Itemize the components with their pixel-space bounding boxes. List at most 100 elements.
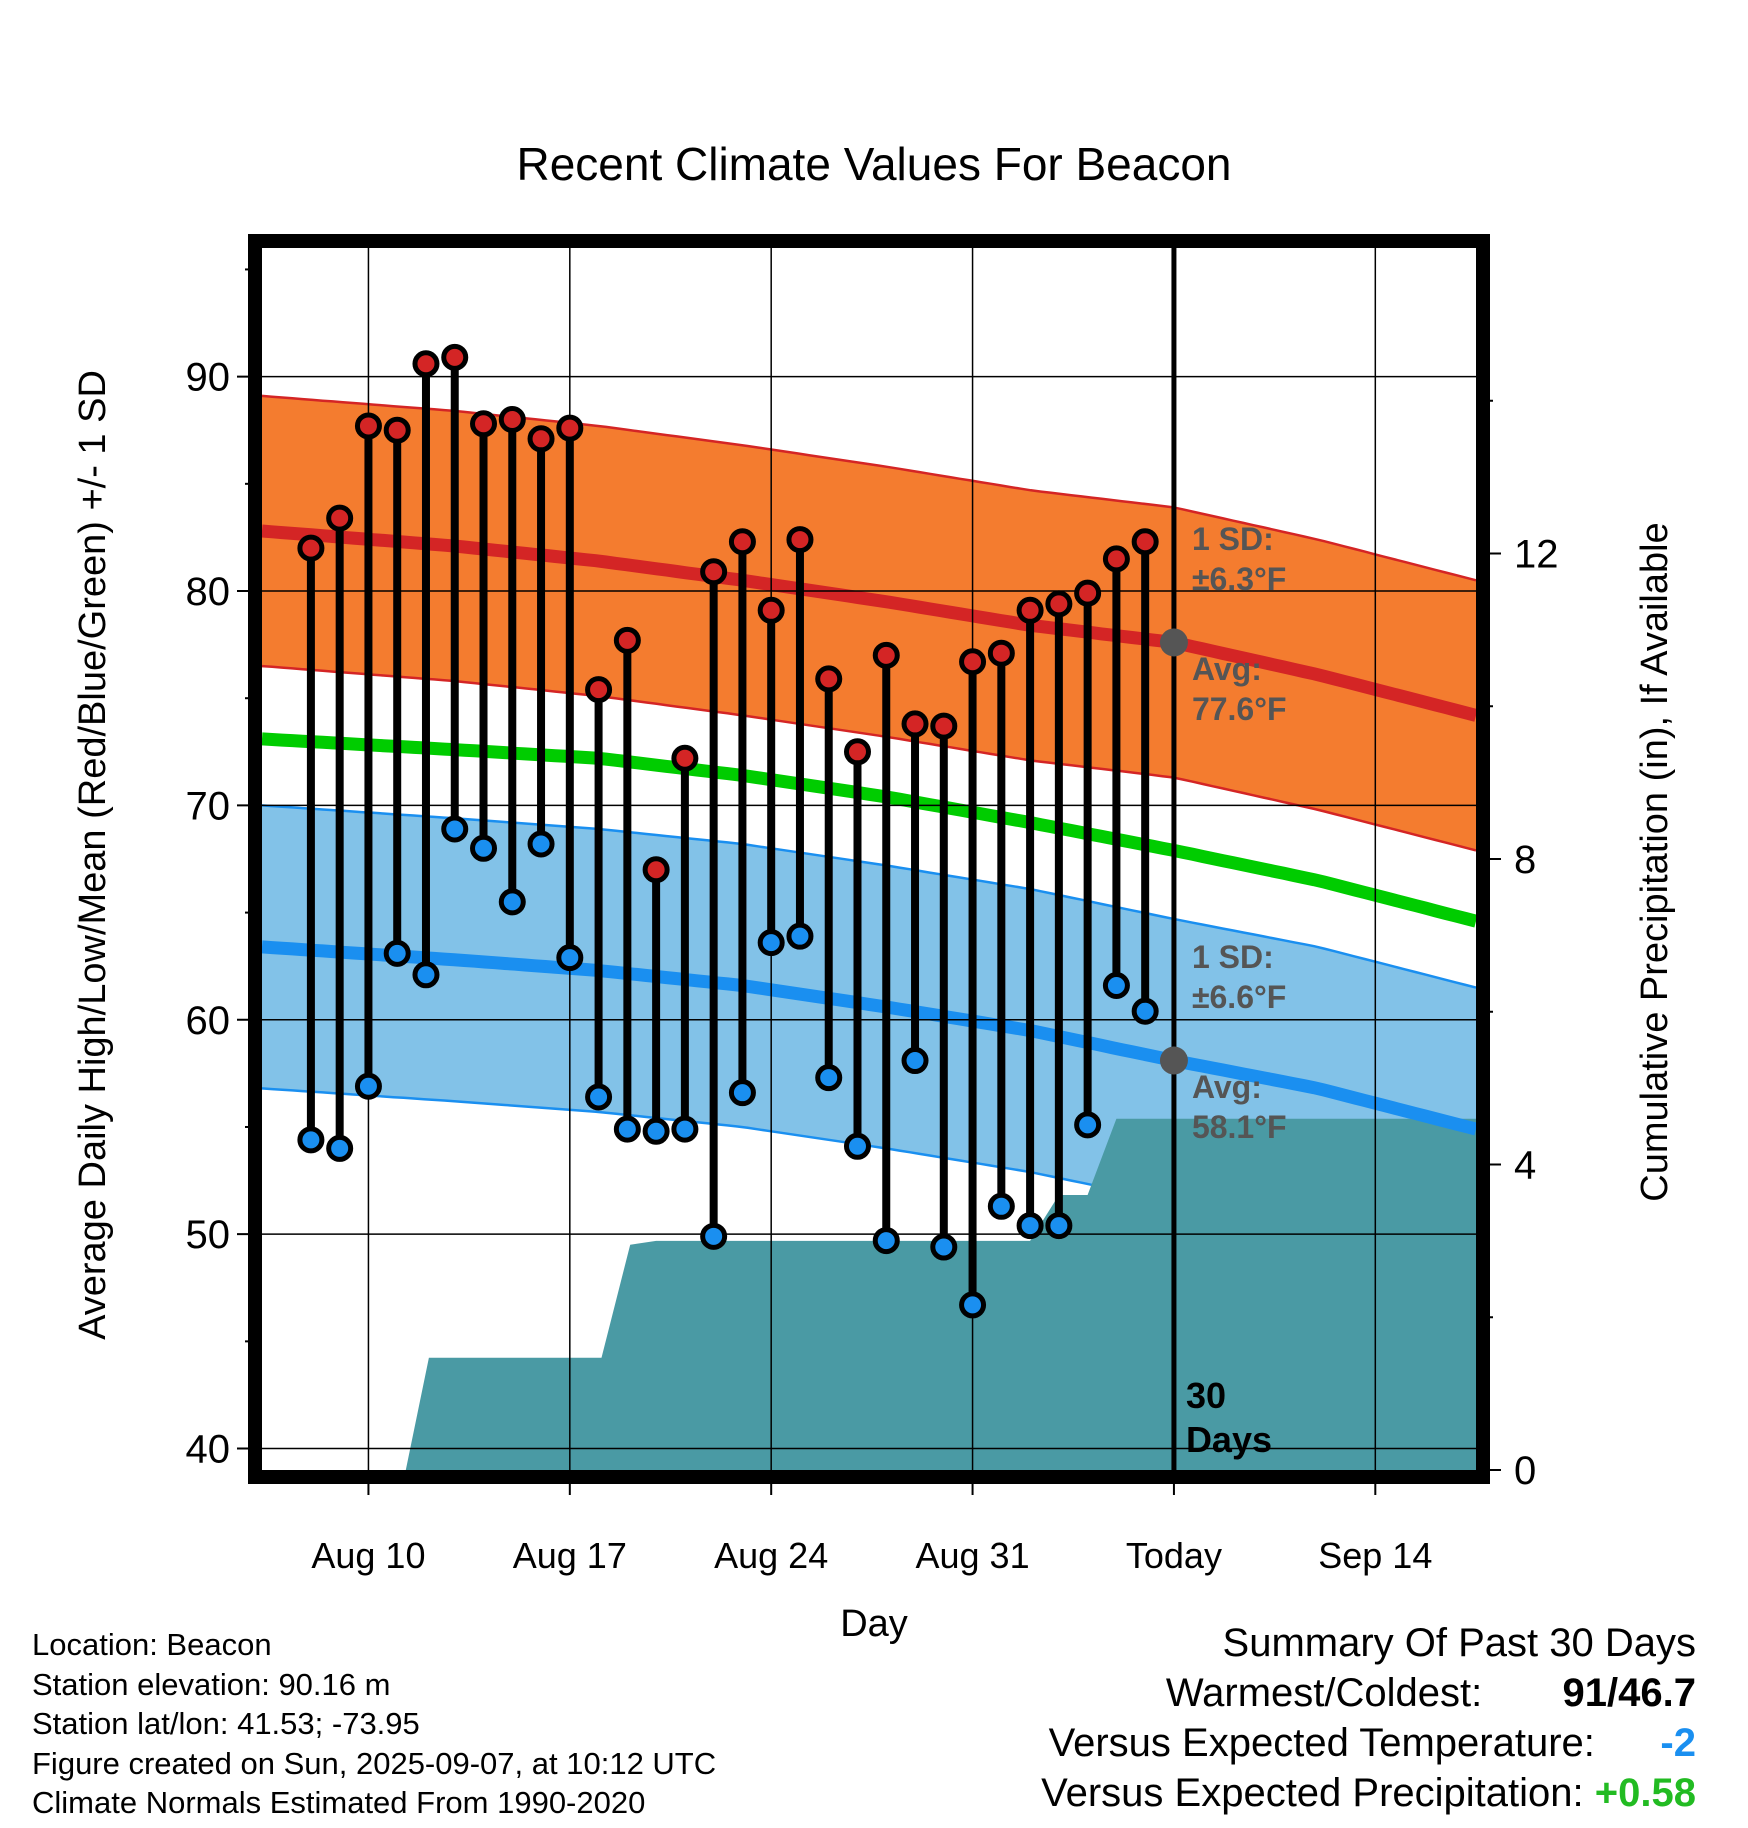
low-point	[1131, 997, 1159, 1025]
precip-area	[405, 1118, 1476, 1470]
low-point	[383, 939, 411, 967]
y-tick-label: 90	[186, 356, 231, 400]
temp-departure-value: -2	[1660, 1721, 1696, 1765]
today-days-label: Days	[1186, 1419, 1272, 1460]
x-axis-label: Day	[840, 1603, 908, 1645]
warmest-value: 91	[1562, 1671, 1608, 1715]
y-tick-label: 70	[186, 784, 231, 828]
high-point	[671, 744, 699, 772]
coldest-value: 46.7	[1618, 1671, 1696, 1715]
high-point	[728, 528, 756, 556]
high-point	[498, 406, 526, 434]
high-point	[959, 648, 987, 676]
temp-label: Versus Expected Temperature:	[1048, 1721, 1595, 1765]
high-point	[527, 425, 555, 453]
low-sd-annotation: 1 SD:	[1192, 939, 1274, 975]
low-point	[585, 1083, 613, 1111]
precip-label: Versus Expected Precipitation:	[1041, 1771, 1584, 1815]
high-point	[383, 416, 411, 444]
high-point	[556, 414, 584, 442]
y-tick-label: 80	[186, 570, 231, 614]
high-point	[700, 558, 728, 586]
x-tick-label: Aug 17	[513, 1535, 627, 1576]
low-point	[757, 929, 785, 957]
low-point	[1102, 971, 1130, 999]
low-sd-annotation: ±6.6°F	[1192, 979, 1286, 1015]
high-point	[1045, 590, 1073, 618]
x-tick-label: Sep 14	[1318, 1535, 1432, 1576]
low-point	[959, 1291, 987, 1319]
high-point	[1074, 579, 1102, 607]
high-point	[585, 676, 613, 704]
high-point	[843, 738, 871, 766]
summary-title: Summary Of Past 30 Days	[1222, 1621, 1696, 1665]
low-point	[728, 1079, 756, 1107]
high-point	[354, 412, 382, 440]
high-avg-annotation: 77.6°F	[1192, 691, 1287, 727]
x-tick-label: Today	[1126, 1535, 1222, 1576]
low-point	[613, 1115, 641, 1143]
high-point	[757, 596, 785, 624]
chart-title: Recent Climate Values For Beacon	[516, 138, 1231, 190]
today-high-normal-marker	[1159, 628, 1188, 657]
low-point	[498, 888, 526, 916]
y2-tick-label: 8	[1514, 838, 1536, 882]
low-point	[527, 830, 555, 858]
summary-temp-row: Versus Expected Temperature: -2	[1041, 1718, 1696, 1768]
y-tick-label: 60	[186, 999, 231, 1043]
high-avg-annotation: Avg:	[1192, 651, 1262, 687]
high-point	[987, 639, 1015, 667]
summary-warm-cold-row: Warmest/Coldest: 91/46.7	[1165, 1671, 1696, 1715]
high-sd-annotation: ±6.3°F	[1192, 561, 1286, 597]
low-point	[326, 1134, 354, 1162]
x-tick-label: Aug 10	[311, 1535, 425, 1576]
summary-panel: Summary Of Past 30 Days Warmest/Coldest:…	[1041, 1618, 1696, 1818]
high-point	[872, 641, 900, 669]
high-point	[786, 526, 814, 554]
low-avg-annotation: 58.1°F	[1192, 1109, 1287, 1145]
low-point	[1074, 1111, 1102, 1139]
high-point	[930, 712, 958, 740]
low-point	[671, 1115, 699, 1143]
low-point	[412, 961, 440, 989]
info-normals: Climate Normals Estimated From 1990-2020	[32, 1785, 646, 1820]
low-point	[872, 1227, 900, 1255]
y2-axis-label: Cumulative Precipitation (in), If Availa…	[1634, 522, 1676, 1201]
high-point	[412, 350, 440, 378]
y2-tick-label: 0	[1514, 1449, 1536, 1493]
high-band-upper-edge	[261, 394, 1477, 582]
warm-cold-label: Warmest/Coldest:	[1165, 1671, 1483, 1715]
high-point	[613, 626, 641, 654]
low-point	[297, 1126, 325, 1154]
high-point	[815, 665, 843, 693]
y-tick-label: 40	[186, 1428, 231, 1472]
low-point	[1016, 1212, 1044, 1240]
y-tick-label: 50	[186, 1213, 231, 1257]
low-point	[642, 1117, 670, 1145]
low-point	[901, 1047, 929, 1075]
precip-departure-value: +0.58	[1594, 1771, 1696, 1815]
low-band-upper-edge	[261, 804, 1477, 989]
low-point	[987, 1192, 1015, 1220]
low-point	[354, 1072, 382, 1100]
y-axis-label: Average Daily High/Low/Mean (Red/Blue/Gr…	[72, 370, 114, 1340]
low-point	[441, 815, 469, 843]
high-point	[1102, 545, 1130, 573]
low-avg-annotation: Avg:	[1192, 1069, 1262, 1105]
high-point	[326, 504, 354, 532]
high-point	[901, 710, 929, 738]
high-sd-annotation: 1 SD:	[1192, 521, 1274, 557]
x-tick-label: Aug 24	[714, 1535, 828, 1576]
low-point	[843, 1132, 871, 1160]
low-point	[786, 922, 814, 950]
high-point	[441, 343, 469, 371]
x-tick-label: Aug 31	[916, 1535, 1030, 1576]
low-point	[1045, 1212, 1073, 1240]
station-info: Location: Beacon Station elevation: 90.1…	[32, 1625, 716, 1823]
y2-tick-label: 4	[1514, 1144, 1536, 1188]
today-days-label: 30	[1186, 1375, 1226, 1416]
low-point	[556, 944, 584, 972]
today-low-normal-marker	[1159, 1046, 1188, 1075]
info-latlon: Station lat/lon: 41.53; -73.95	[32, 1706, 420, 1741]
